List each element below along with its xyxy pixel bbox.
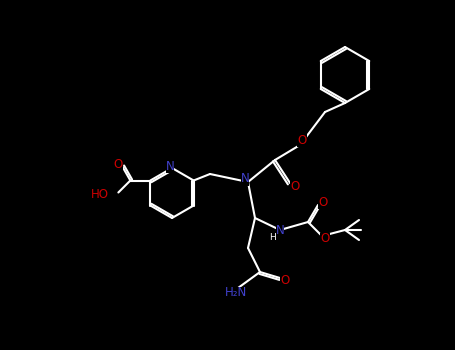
Text: N: N <box>241 173 249 186</box>
Text: O: O <box>298 133 307 147</box>
Text: N: N <box>276 224 284 237</box>
Text: H₂N: H₂N <box>225 287 247 300</box>
Text: O: O <box>290 181 300 194</box>
Text: N: N <box>166 160 174 173</box>
Text: H: H <box>268 233 275 243</box>
Text: O: O <box>320 232 329 245</box>
Text: O: O <box>318 196 328 209</box>
Text: O: O <box>114 158 123 171</box>
Text: HO: HO <box>91 188 109 201</box>
Text: O: O <box>280 273 290 287</box>
